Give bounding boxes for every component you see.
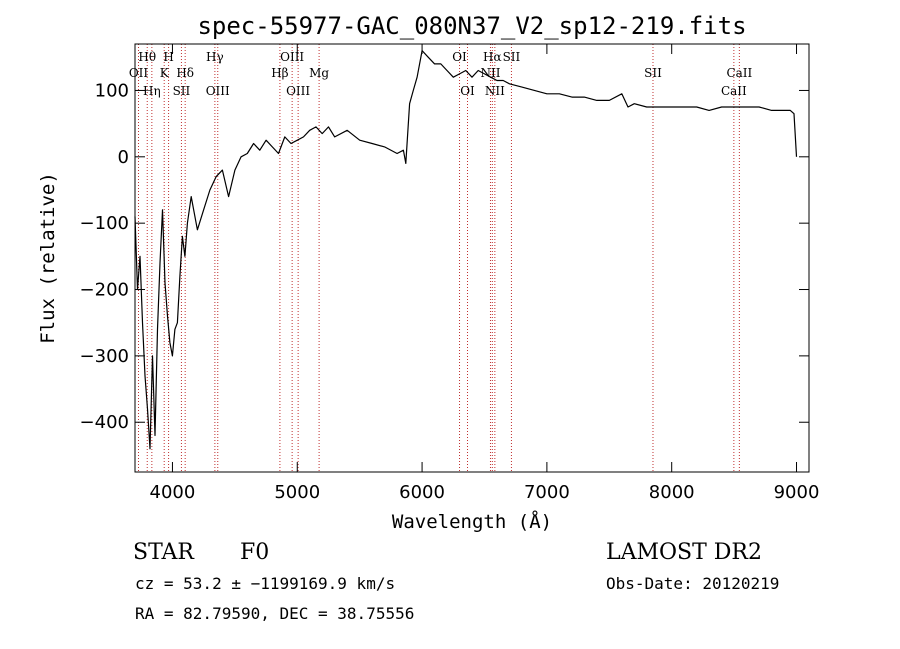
line-label-1: Hθ [138, 50, 156, 64]
y-tick-label-2: −200 [80, 280, 129, 301]
x-tick-label-5: 9000 [774, 482, 820, 503]
y-tick-label-5: 100 [95, 80, 129, 101]
y-axis-label: Flux (relative) [37, 172, 59, 344]
line-label-14: OI [460, 84, 475, 98]
line-label-20: CaII [721, 84, 747, 98]
redshift-text: cz = 53.2 ± −1199169.9 km/s [135, 574, 395, 593]
line-label-18: SII [503, 50, 521, 64]
spectral-line-labels: OII Hθ Hη KH SII Hδ Hγ OIII Hβ OIII OIII Mg OI OI NII H… [129, 50, 753, 98]
coordinates-text: RA = 82.79590, DEC = 38.75556 [135, 604, 414, 623]
line-label-7: Hγ [206, 50, 224, 64]
y-tick-label-1: −300 [80, 346, 129, 367]
obs-date-text: Obs-Date: 20120219 [606, 574, 779, 593]
line-label-3: K [160, 66, 170, 80]
line-label-15: NII [480, 66, 500, 80]
line-label-5: SII [173, 84, 191, 98]
object-class: STAR [133, 540, 195, 565]
x-tick-label-1: 5000 [274, 482, 320, 503]
y-tick-label-0: −400 [80, 412, 129, 433]
line-label-4: H [163, 50, 173, 64]
line-label-11: OIII [286, 84, 310, 98]
x-axis-label: Wavelength (Å) [392, 510, 552, 533]
spectral-line-markers [137, 44, 740, 472]
plot-frame [134, 43, 810, 473]
y-tick-label-4: 0 [118, 147, 129, 168]
line-label-17: NII [485, 84, 505, 98]
chart-title: spec-55977-GAC_080N37_V2_sp12-219.fits [197, 12, 746, 40]
line-label-12: Mg [309, 66, 329, 80]
line-label-19: SII [644, 66, 662, 80]
line-label-16: Hα [483, 50, 502, 64]
line-label-10: OIII [280, 50, 304, 64]
x-tick-label-3: 7000 [524, 482, 570, 503]
y-tick-label-3: −100 [80, 213, 129, 234]
spectrum-series [134, 49, 798, 450]
object-subclass: F0 [240, 540, 269, 565]
line-label-13: OI [452, 50, 467, 64]
line-label-21: CaII [726, 66, 752, 80]
x-tick-label-4: 8000 [649, 482, 695, 503]
line-label-9: Hβ [271, 66, 288, 80]
line-label-2: Hη [143, 84, 161, 98]
x-tick-label-0: 4000 [150, 482, 196, 503]
spectrum-line-0 [134, 49, 798, 450]
survey-name: LAMOST DR2 [606, 540, 762, 565]
x-tick-label-2: 6000 [399, 482, 445, 503]
line-label-0: OII [129, 66, 149, 80]
line-label-8: OIII [206, 84, 230, 98]
axis-ticks: 4000 5000 6000 7000 8000 9000 −400 −300 −200 −100… [80, 44, 820, 503]
line-label-6: Hδ [176, 66, 194, 80]
